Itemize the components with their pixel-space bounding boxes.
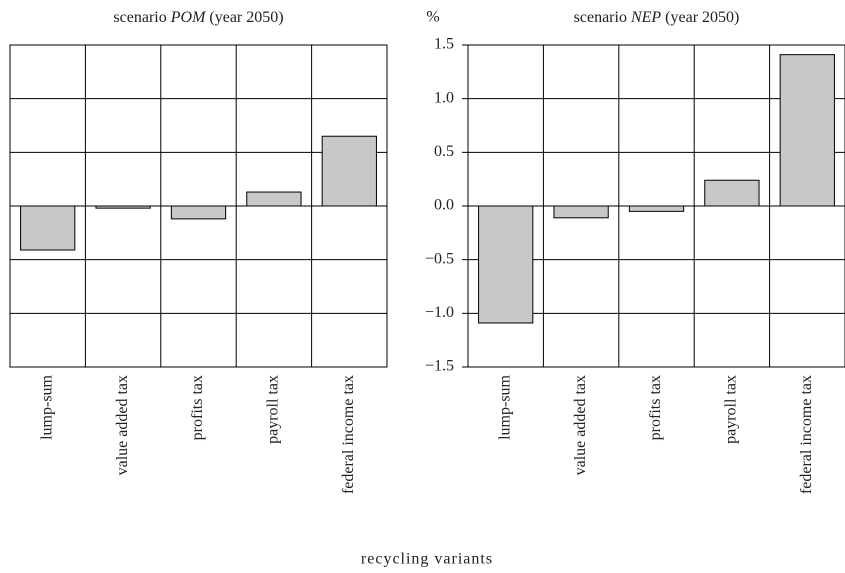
bar <box>704 179 760 207</box>
y-tick-label: −1.5 <box>425 358 454 375</box>
x-tick-label: payroll tax <box>723 375 740 444</box>
y-tick-label: 1.0 <box>434 89 454 106</box>
y-tick-label: −0.5 <box>425 250 454 267</box>
plot-frame <box>9 44 388 368</box>
y-tick-label: 0.5 <box>434 143 454 160</box>
plot-frame <box>467 44 845 368</box>
y-tick-label: 1.5 <box>434 36 454 53</box>
chart-title: scenario NEP (year 2050) <box>574 9 740 26</box>
title-part: POM <box>170 9 207 26</box>
bar <box>779 54 835 207</box>
x-tick-label: payroll tax <box>265 375 282 444</box>
bar <box>321 135 377 207</box>
title-part: scenario <box>574 9 631 26</box>
x-tick-label: profits tax <box>189 375 206 440</box>
x-tick-label: lump-sum <box>38 374 55 439</box>
title-part: scenario <box>113 9 170 26</box>
title-part: (year 2050) <box>205 9 283 26</box>
bar <box>170 205 227 220</box>
bar <box>20 205 76 251</box>
x-tick-label: federal income tax <box>798 375 815 494</box>
x-axis-label: recycling variants <box>361 551 493 568</box>
bar <box>553 205 609 219</box>
y-tick-label: 0.0 <box>434 197 454 214</box>
bar <box>478 205 534 324</box>
x-tick-label: federal income tax <box>340 375 357 494</box>
x-tick-label: lump-sum <box>496 374 513 439</box>
bar <box>628 205 685 212</box>
x-tick-label: profits tax <box>647 375 664 440</box>
y-tick-label: −1.0 <box>425 304 454 321</box>
bar <box>95 205 151 209</box>
bar <box>246 191 302 207</box>
y-axis-label: % <box>426 9 439 26</box>
chart-title: scenario POM (year 2050) <box>113 9 283 26</box>
title-part: (year 2050) <box>661 9 739 26</box>
title-part: NEP <box>630 9 661 26</box>
x-tick-label: value added tax <box>114 375 131 475</box>
x-tick-label: value added tax <box>572 375 589 475</box>
